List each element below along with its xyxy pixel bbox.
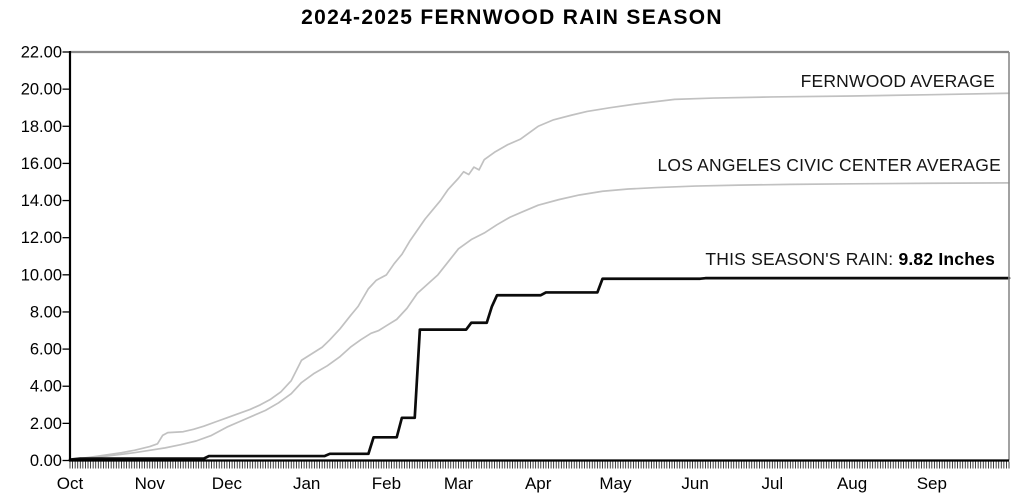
series-label-fernwood-average: FERNWOOD AVERAGE <box>800 71 995 91</box>
y-axis-tick-label: 4.00 <box>30 378 62 396</box>
y-axis-tick-label: 10.00 <box>21 266 62 284</box>
x-axis-month-label: Mar <box>444 474 474 493</box>
y-axis-tick-label: 18.00 <box>21 118 62 136</box>
series-line-0 <box>69 92 1010 462</box>
y-axis-tick-label: 14.00 <box>21 192 62 210</box>
x-axis-month-label: Jul <box>761 474 783 493</box>
y-axis-tick-label: 0.00 <box>30 452 62 470</box>
y-axis-tick-label: 22.00 <box>21 44 62 62</box>
x-axis-month-label: Aug <box>837 474 867 493</box>
season-label-text: THIS SEASON'S RAIN: <box>705 249 899 269</box>
x-axis-month-label: Feb <box>372 474 401 493</box>
season-total-value: 9.82 Inches <box>898 249 995 269</box>
x-axis-month-label: Jan <box>293 474 320 493</box>
series-label-this-season-rain: THIS SEASON'S RAIN: 9.82 Inches <box>705 249 995 270</box>
y-axis-tick-label: 12.00 <box>21 229 62 247</box>
series-line-1 <box>69 182 1010 462</box>
x-axis-month-label: Apr <box>525 474 552 493</box>
x-axis-month-label: Nov <box>135 474 166 493</box>
x-axis-month-label: Oct <box>57 474 84 493</box>
y-axis-tick-label: 6.00 <box>30 341 62 359</box>
y-axis-tick-label: 8.00 <box>30 303 62 321</box>
x-axis-month-label: Dec <box>212 474 243 493</box>
y-axis-tick-label: 2.00 <box>30 415 62 433</box>
chart-title: 2024-2025 FERNWOOD RAIN SEASON <box>301 6 723 29</box>
x-axis-month-label: Sep <box>917 474 947 493</box>
series-line-2 <box>68 276 1011 461</box>
y-axis-tick-label: 20.00 <box>21 81 62 99</box>
x-axis-month-label: May <box>599 474 632 493</box>
x-axis-daily-ticks <box>69 461 1010 469</box>
x-axis-month-label: Jun <box>681 474 708 493</box>
y-axis-tick-label: 16.00 <box>21 155 62 173</box>
series-label-la-civic-center-average: LOS ANGELES CIVIC CENTER AVERAGE <box>657 155 1001 175</box>
